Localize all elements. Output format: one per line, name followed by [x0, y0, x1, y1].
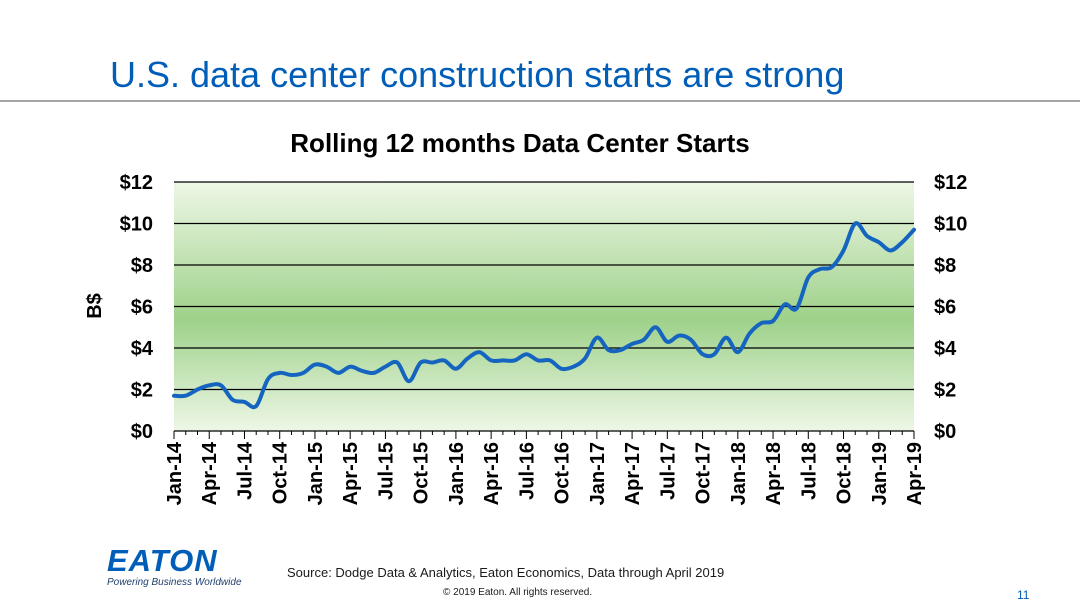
y-axis-labels-right: $0 $2 $4 $6 $8 $10 $12	[934, 172, 967, 443]
title-divider	[0, 100, 1080, 102]
x-tick-label: Apr-15	[340, 442, 362, 505]
y-tick-label-right: $12	[934, 172, 967, 194]
y-axis-labels-left: $0 $2 $4 $6 $8 $10 $12	[120, 172, 154, 443]
y-tick-label-left: $0	[131, 421, 153, 443]
x-tick-label: Apr-18	[763, 442, 785, 505]
x-tick-label: Apr-19	[904, 442, 926, 505]
source-note: Source: Dodge Data & Analytics, Eaton Ec…	[287, 565, 725, 580]
x-tick-label: Jul-15	[375, 442, 397, 500]
logo-wordmark: EATON	[107, 543, 218, 578]
x-tick-label: Apr-16	[481, 442, 503, 505]
logo-tagline: Powering Business Worldwide	[107, 577, 242, 588]
x-tick-label: Jan-16	[446, 442, 468, 505]
x-axis-ticks	[173, 431, 915, 439]
y-tick-label-left: $10	[120, 214, 153, 236]
x-tick-label: Jan-17	[587, 442, 609, 505]
y-tick-label-right: $4	[934, 338, 957, 360]
y-tick-label-right: $2	[934, 380, 956, 402]
page-number: 11	[1017, 588, 1030, 602]
x-tick-label: Jul-18	[798, 442, 820, 500]
y-tick-label-right: $0	[934, 421, 956, 443]
y-axis-label: B$	[84, 293, 106, 319]
gridlines	[174, 181, 914, 391]
x-tick-label: Jan-19	[869, 442, 891, 505]
x-tick-label: Oct-14	[270, 441, 292, 504]
x-tick-label: Jan-15	[305, 442, 327, 505]
y-tick-label-left: $4	[131, 338, 154, 360]
x-tick-label: Apr-14	[199, 441, 221, 505]
y-tick-label-right: $8	[934, 255, 956, 277]
slide-title: U.S. data center construction starts are…	[110, 54, 845, 95]
x-tick-label: Jul-17	[657, 442, 679, 500]
x-tick-label: Jul-16	[516, 442, 538, 500]
copyright-notice: © 2019 Eaton. All rights reserved.	[443, 587, 593, 598]
x-tick-label: Jan-14	[164, 441, 186, 505]
x-tick-label: Oct-15	[411, 442, 433, 504]
x-axis-labels: Jan-14 Apr-14 Jul-14 Oct-14 Jan-15 Apr-15 Jul-…	[164, 441, 926, 505]
y-tick-label-right: $10	[934, 214, 967, 236]
x-tick-label: Jan-18	[728, 442, 750, 505]
series-line	[172, 221, 916, 410]
y-tick-label-left: $12	[120, 172, 153, 194]
x-tick-label: Jul-14	[234, 441, 256, 500]
x-tick-label: Oct-18	[834, 442, 856, 504]
y-tick-label-right: $6	[934, 297, 956, 319]
chart-title: Rolling 12 months Data Center Starts	[290, 128, 749, 158]
y-tick-label-left: $2	[131, 380, 153, 402]
eaton-logo: EATON Powering Business Worldwide	[107, 543, 242, 588]
y-tick-label-left: $6	[131, 297, 153, 319]
x-tick-label: Apr-17	[622, 442, 644, 505]
x-tick-label: Oct-16	[552, 442, 574, 504]
y-tick-label-left: $8	[131, 255, 153, 277]
x-tick-label: Oct-17	[693, 442, 715, 504]
